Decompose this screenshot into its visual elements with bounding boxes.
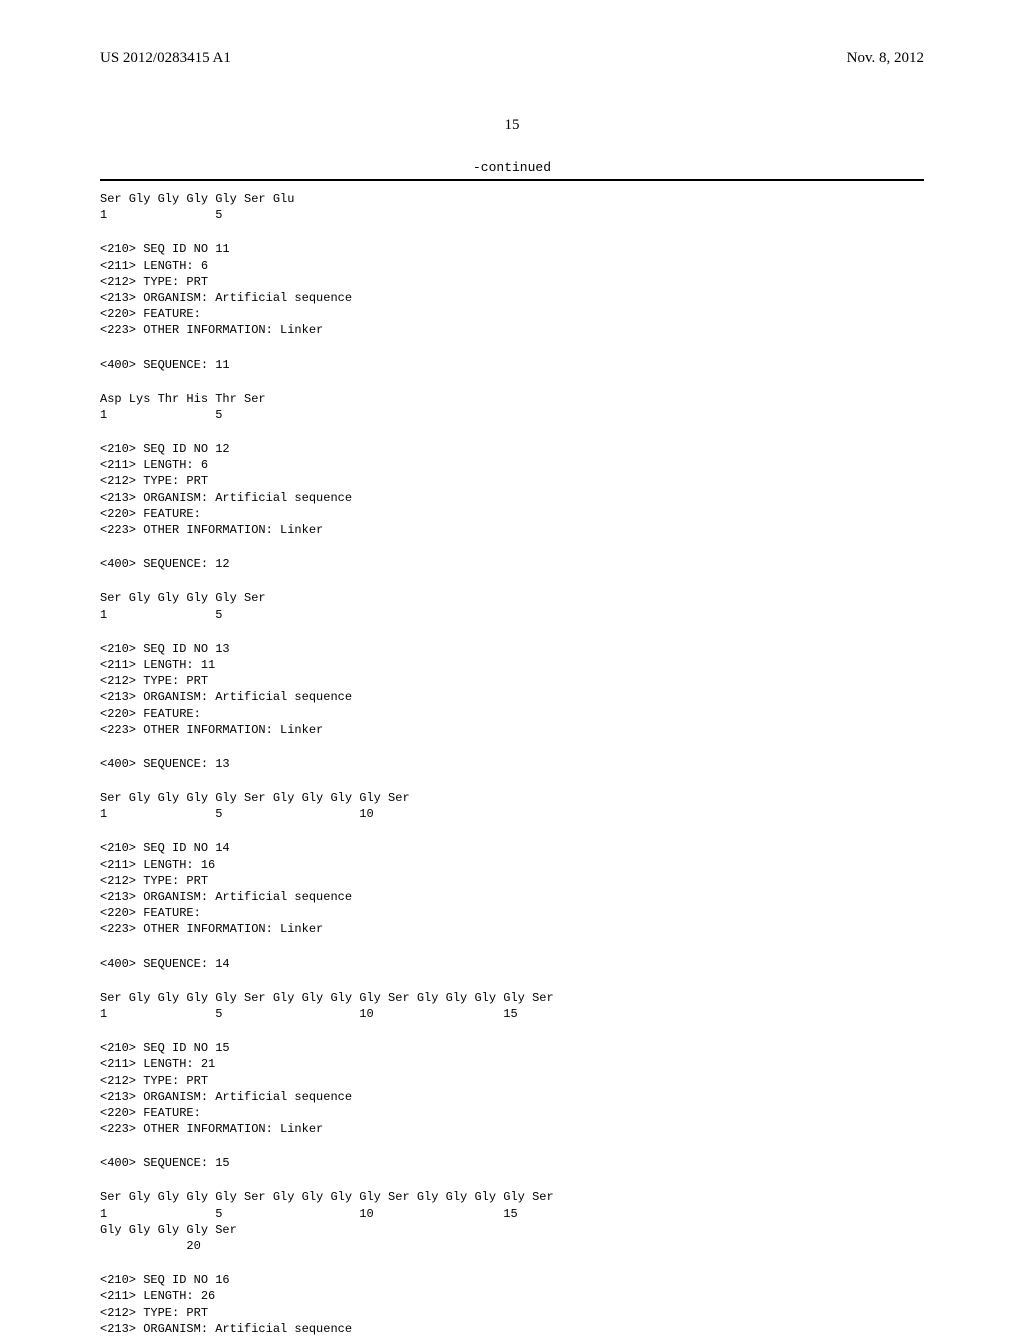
sequence-numbers: 20 — [100, 1238, 924, 1254]
sequence-residues: Ser Gly Gly Gly Gly Ser Gly Gly Gly Gly … — [100, 1189, 924, 1205]
sequence-residues: Ser Gly Gly Gly Gly Ser Gly Gly Gly Gly … — [100, 790, 924, 806]
sequence-header: <210> SEQ ID NO 11<211> LENGTH: 6<212> T… — [100, 241, 924, 338]
type-line: <212> TYPE: PRT — [100, 1073, 924, 1089]
patent-page: US 2012/0283415 A1 Nov. 8, 2012 15 -cont… — [0, 0, 1024, 1320]
seq-id-line: <210> SEQ ID NO 13 — [100, 641, 924, 657]
length-line: <211> LENGTH: 26 — [100, 1288, 924, 1304]
sequence-residues: Gly Gly Gly Gly Ser — [100, 1222, 924, 1238]
other-info-line: <223> OTHER INFORMATION: Linker — [100, 322, 924, 338]
feature-line: <220> FEATURE: — [100, 506, 924, 522]
other-info-line: <223> OTHER INFORMATION: Linker — [100, 1121, 924, 1137]
length-line: <211> LENGTH: 6 — [100, 457, 924, 473]
seq-id-line: <210> SEQ ID NO 16 — [100, 1272, 924, 1288]
type-line: <212> TYPE: PRT — [100, 673, 924, 689]
sequence-residues: Ser Gly Gly Gly Gly Ser Gly Gly Gly Gly … — [100, 990, 924, 1006]
sequence-fragment: Ser Gly Gly Gly Gly Ser Glu1 5 — [100, 191, 924, 223]
sequence-line: <400> SEQUENCE: 11 — [100, 357, 924, 373]
organism-line: <213> ORGANISM: Artificial sequence — [100, 490, 924, 506]
length-line: <211> LENGTH: 11 — [100, 657, 924, 673]
length-line: <211> LENGTH: 16 — [100, 857, 924, 873]
sequence-data: Asp Lys Thr His Thr Ser1 5 — [100, 391, 924, 423]
organism-line: <213> ORGANISM: Artificial sequence — [100, 1321, 924, 1337]
length-line: <211> LENGTH: 6 — [100, 258, 924, 274]
sequence-label: <400> SEQUENCE: 12 — [100, 556, 924, 572]
sequence-line: <400> SEQUENCE: 13 — [100, 756, 924, 772]
other-info-line: <223> OTHER INFORMATION: Linker — [100, 522, 924, 538]
sequence-header: <210> SEQ ID NO 14<211> LENGTH: 16<212> … — [100, 840, 924, 937]
sequence-numbers: 1 5 10 — [100, 806, 924, 822]
seq-id-line: <210> SEQ ID NO 12 — [100, 441, 924, 457]
continued-label: -continued — [100, 160, 924, 175]
sequence-listing: Ser Gly Gly Gly Gly Ser Glu1 5<210> SEQ … — [100, 191, 924, 1337]
sequence-data: Ser Gly Gly Gly Gly Ser1 5 — [100, 590, 924, 622]
page-header: US 2012/0283415 A1 Nov. 8, 2012 — [100, 50, 924, 67]
seq-id-line: <210> SEQ ID NO 14 — [100, 840, 924, 856]
sequence-residues: Ser Gly Gly Gly Gly Ser Glu — [100, 191, 924, 207]
feature-line: <220> FEATURE: — [100, 706, 924, 722]
sequence-header: <210> SEQ ID NO 16<211> LENGTH: 26<212> … — [100, 1272, 924, 1337]
page-number: 15 — [100, 117, 924, 134]
feature-line: <220> FEATURE: — [100, 905, 924, 921]
feature-line: <220> FEATURE: — [100, 306, 924, 322]
feature-line: <220> FEATURE: — [100, 1105, 924, 1121]
sequence-label: <400> SEQUENCE: 14 — [100, 956, 924, 972]
other-info-line: <223> OTHER INFORMATION: Linker — [100, 921, 924, 937]
seq-id-line: <210> SEQ ID NO 15 — [100, 1040, 924, 1056]
type-line: <212> TYPE: PRT — [100, 274, 924, 290]
organism-line: <213> ORGANISM: Artificial sequence — [100, 889, 924, 905]
type-line: <212> TYPE: PRT — [100, 873, 924, 889]
organism-line: <213> ORGANISM: Artificial sequence — [100, 290, 924, 306]
sequence-data: Ser Gly Gly Gly Gly Ser Gly Gly Gly Gly … — [100, 990, 924, 1022]
horizontal-rule — [100, 179, 924, 181]
sequence-line: <400> SEQUENCE: 15 — [100, 1155, 924, 1171]
sequence-data: Ser Gly Gly Gly Gly Ser Gly Gly Gly Gly … — [100, 1189, 924, 1254]
seq-id-line: <210> SEQ ID NO 11 — [100, 241, 924, 257]
sequence-line: <400> SEQUENCE: 12 — [100, 556, 924, 572]
sequence-line: <400> SEQUENCE: 14 — [100, 956, 924, 972]
sequence-numbers: 1 5 — [100, 207, 924, 223]
sequence-numbers: 1 5 10 15 — [100, 1206, 924, 1222]
sequence-numbers: 1 5 10 15 — [100, 1006, 924, 1022]
type-line: <212> TYPE: PRT — [100, 1305, 924, 1321]
publication-number: US 2012/0283415 A1 — [100, 50, 231, 67]
sequence-header: <210> SEQ ID NO 12<211> LENGTH: 6<212> T… — [100, 441, 924, 538]
other-info-line: <223> OTHER INFORMATION: Linker — [100, 722, 924, 738]
sequence-header: <210> SEQ ID NO 13<211> LENGTH: 11<212> … — [100, 641, 924, 738]
length-line: <211> LENGTH: 21 — [100, 1056, 924, 1072]
organism-line: <213> ORGANISM: Artificial sequence — [100, 1089, 924, 1105]
sequence-numbers: 1 5 — [100, 607, 924, 623]
type-line: <212> TYPE: PRT — [100, 473, 924, 489]
sequence-header: <210> SEQ ID NO 15<211> LENGTH: 21<212> … — [100, 1040, 924, 1137]
organism-line: <213> ORGANISM: Artificial sequence — [100, 689, 924, 705]
sequence-label: <400> SEQUENCE: 15 — [100, 1155, 924, 1171]
sequence-data: Ser Gly Gly Gly Gly Ser Gly Gly Gly Gly … — [100, 790, 924, 822]
sequence-label: <400> SEQUENCE: 13 — [100, 756, 924, 772]
sequence-residues: Asp Lys Thr His Thr Ser — [100, 391, 924, 407]
sequence-label: <400> SEQUENCE: 11 — [100, 357, 924, 373]
sequence-numbers: 1 5 — [100, 407, 924, 423]
sequence-residues: Ser Gly Gly Gly Gly Ser — [100, 590, 924, 606]
publication-date: Nov. 8, 2012 — [847, 50, 924, 67]
